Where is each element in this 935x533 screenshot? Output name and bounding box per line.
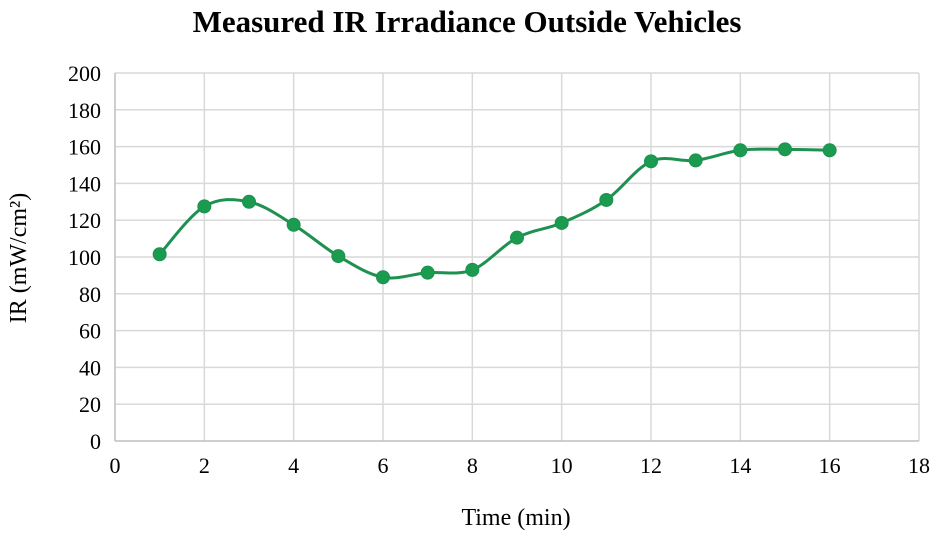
grid bbox=[115, 72, 920, 441]
y-tick-label: 40 bbox=[79, 355, 101, 380]
y-tick-label: 200 bbox=[68, 61, 101, 86]
data-point bbox=[822, 143, 837, 158]
chart-title: Measured IR Irradiance Outside Vehicles bbox=[193, 4, 742, 39]
y-tick-label: 180 bbox=[68, 98, 101, 123]
data-point bbox=[420, 265, 435, 280]
data-point bbox=[152, 247, 167, 262]
tick-labels: 0 20 40 60 80 100 120 140 160 180 200 0 2 4 6 8 10 12 14 16… bbox=[68, 61, 930, 478]
data-point bbox=[688, 153, 703, 168]
y-tick-label: 140 bbox=[68, 171, 101, 196]
data-point bbox=[599, 192, 614, 207]
x-tick-label: 18 bbox=[908, 453, 930, 478]
data-point bbox=[465, 262, 480, 277]
data-point bbox=[733, 143, 748, 158]
x-tick-label: 8 bbox=[467, 453, 478, 478]
x-tick-label: 4 bbox=[288, 453, 299, 478]
data-point bbox=[331, 249, 346, 264]
data-point bbox=[286, 217, 301, 232]
data-point bbox=[376, 270, 390, 285]
x-tick-label: 6 bbox=[378, 453, 389, 478]
data-point bbox=[778, 142, 792, 157]
series-group bbox=[152, 142, 837, 285]
y-tick-label: 20 bbox=[79, 392, 101, 417]
series-line bbox=[158, 147, 832, 280]
data-point bbox=[242, 194, 256, 209]
x-tick-label: 14 bbox=[729, 453, 751, 478]
x-tick-label: 12 bbox=[640, 453, 662, 478]
x-tick-label: 10 bbox=[551, 453, 573, 478]
y-tick-label: 120 bbox=[68, 208, 101, 233]
data-point bbox=[510, 230, 524, 245]
y-tick-label: 0 bbox=[90, 429, 101, 454]
data-point bbox=[554, 215, 569, 230]
y-tick-label: 80 bbox=[79, 282, 101, 307]
x-tick-label: 2 bbox=[199, 453, 210, 478]
x-tick-label: 16 bbox=[819, 453, 841, 478]
y-tick-label: 60 bbox=[79, 319, 101, 344]
axes bbox=[114, 73, 919, 442]
y-tick-label: 160 bbox=[68, 135, 101, 160]
y-axis-label: IR (mW/cm²) bbox=[6, 193, 32, 324]
data-point bbox=[197, 199, 212, 214]
x-tick-label: 0 bbox=[110, 453, 121, 478]
x-axis-label: Time (min) bbox=[461, 505, 570, 531]
y-tick-label: 100 bbox=[68, 245, 101, 270]
data-point bbox=[644, 154, 658, 169]
